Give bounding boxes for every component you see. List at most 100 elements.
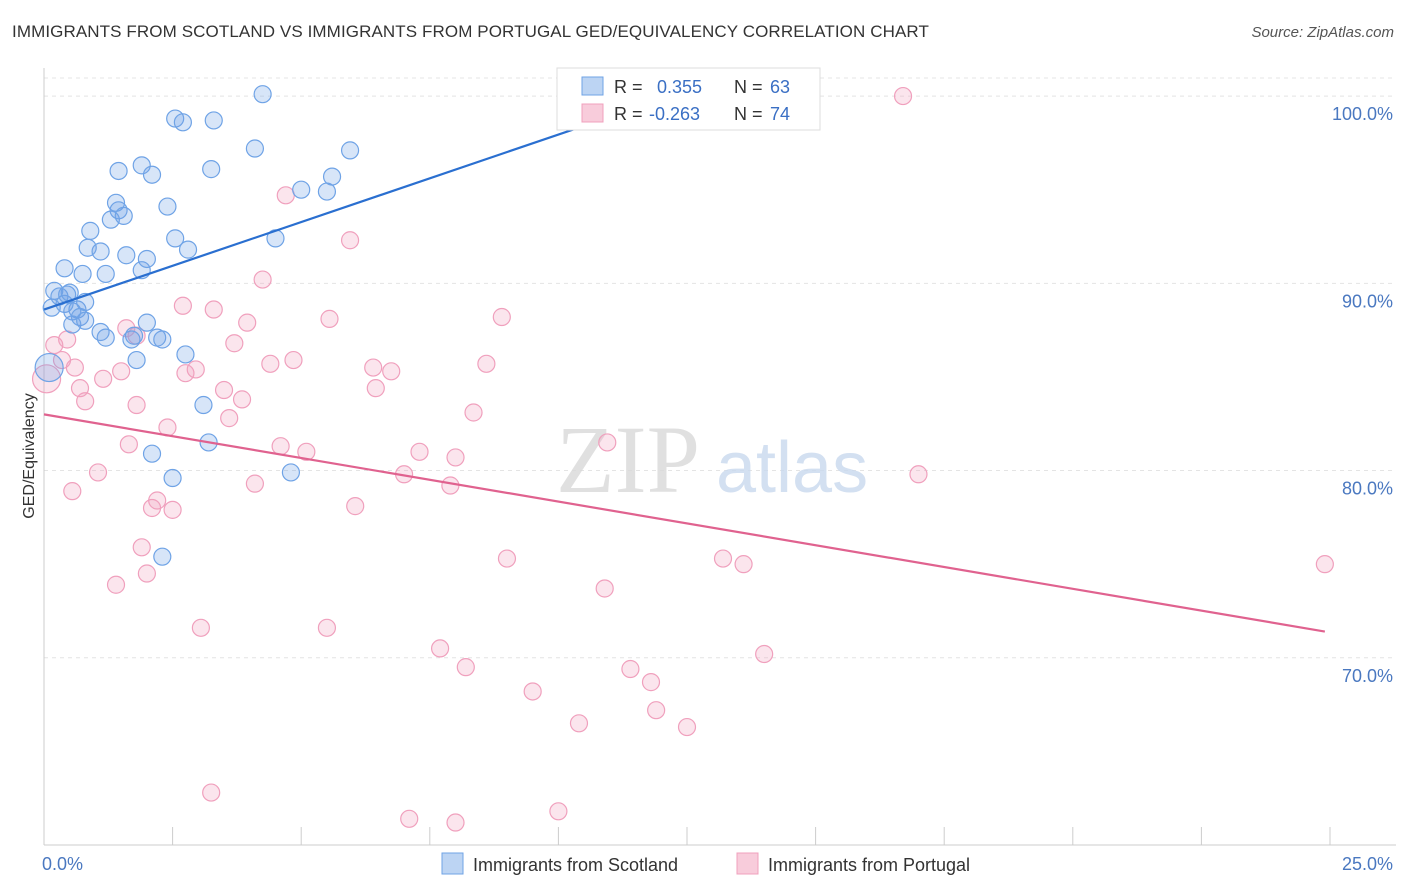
scotland-point-51	[253, 85, 272, 104]
scotland-point-33	[137, 249, 156, 269]
watermark-atlas: atlas	[716, 428, 868, 508]
portugal-point-55	[464, 403, 483, 422]
portugal-point-73	[909, 465, 928, 484]
scotland-point-0	[34, 352, 64, 383]
portugal-point-52	[446, 448, 465, 467]
portugal-point-4	[63, 482, 82, 501]
portugal-point-17	[137, 564, 156, 583]
portugal-point-63	[598, 433, 617, 452]
portugal-point-60	[549, 802, 568, 821]
legend-n-portugal: 74	[770, 104, 790, 124]
scotland-point-20	[96, 328, 115, 347]
portugal-point-72	[893, 86, 913, 106]
portugal-point-62	[595, 579, 614, 598]
y-tick-label-2: 80.0%	[1342, 479, 1393, 499]
portugal-point-13	[119, 435, 138, 454]
portugal-point-22	[173, 296, 192, 315]
legend-box: R = 0.355 N = 63 R = -0.263 N = 74	[556, 67, 821, 131]
portugal-point-8	[88, 463, 108, 482]
portugal-trend-line	[43, 413, 1326, 633]
scotland-point-46	[194, 395, 213, 415]
scotland-point-38	[153, 330, 172, 349]
scotland-point-45	[178, 240, 198, 259]
bottom-legend-swatch-portugal	[736, 852, 759, 875]
portugal-point-61	[569, 714, 589, 733]
y-axis-label: GED/Equivalency	[21, 393, 38, 518]
portugal-point-0	[31, 364, 62, 394]
portugal-point-57	[492, 307, 511, 327]
scotland-point-12	[73, 264, 92, 284]
bottom-legend: Immigrants from Scotland Immigrants from…	[441, 852, 970, 875]
scotland-point-43	[173, 113, 192, 132]
chart-title: IMMIGRANTS FROM SCOTLAND VS IMMIGRANTS F…	[12, 22, 929, 41]
portugal-point-10	[106, 575, 126, 594]
x-tick-label-1: 25.0%	[1342, 854, 1393, 874]
scotland-point-6	[58, 285, 77, 304]
scotland-point-50	[245, 139, 265, 158]
legend-n-scotland: 63	[770, 77, 790, 97]
watermark-zip: ZIP	[556, 406, 700, 513]
bottom-legend-label-portugal: Immigrants from Portugal	[768, 855, 970, 875]
portugal-point-59	[523, 682, 542, 701]
portugal-point-30	[225, 334, 244, 353]
scotland-point-53	[281, 463, 301, 482]
scotland-trend-line	[43, 95, 672, 311]
y-tick-labels: 100.0% 90.0% 80.0% 70.0%	[1332, 104, 1393, 686]
portugal-point-38	[284, 350, 303, 370]
svg-text:N =: N =	[734, 104, 763, 124]
svg-text:N =: N =	[734, 77, 763, 97]
scotland-point-54	[292, 180, 311, 199]
scotland-point-57	[340, 141, 360, 160]
legend-swatch-scotland	[581, 76, 604, 96]
portugal-point-15	[127, 395, 146, 415]
portugal-point-71	[755, 644, 774, 664]
portugal-point-43	[346, 497, 365, 516]
portugal-point-51	[441, 476, 460, 495]
legend-r-scotland: 0.355	[657, 77, 702, 97]
portugal-point-16	[132, 538, 151, 557]
scotland-point-34	[142, 165, 162, 184]
portugal-point-37	[276, 186, 295, 205]
scotland-point-16	[81, 221, 100, 240]
scotland-point-25	[114, 206, 133, 226]
portugal-point-49	[410, 442, 429, 461]
bottom-legend-swatch-scotland	[441, 852, 464, 875]
svg-text:R =: R =	[614, 77, 643, 97]
scotland-point-32	[137, 313, 156, 332]
portugal-point-32	[238, 313, 257, 332]
portugal-point-56	[477, 354, 496, 373]
portugal-point-66	[647, 701, 666, 720]
portugal-point-5	[65, 358, 84, 377]
portugal-point-7	[76, 392, 95, 411]
scotland-point-19	[96, 264, 115, 284]
portugal-point-23	[176, 364, 195, 383]
portugal-point-26	[202, 783, 221, 802]
scotland-point-5	[55, 259, 74, 278]
portugal-point-27	[204, 300, 223, 319]
portugal-point-28	[214, 380, 234, 400]
portugal-point-19	[148, 491, 167, 510]
portugal-point-58	[497, 549, 517, 568]
portugal-point-64	[621, 659, 640, 679]
scotland-point-28	[124, 326, 144, 345]
y-tick-label-1: 90.0%	[1342, 291, 1393, 311]
trend-lines	[43, 95, 1326, 633]
portugal-point-24	[186, 360, 205, 379]
scotland-point-49	[204, 111, 223, 130]
scotland-point-56	[322, 167, 342, 186]
portugal-point-53	[446, 813, 465, 832]
portugal-point-9	[94, 369, 113, 388]
portugal-point-39	[297, 442, 316, 461]
portugal-point-36	[271, 437, 290, 456]
portugal-point-65	[641, 673, 661, 692]
scotland-point-24	[109, 201, 128, 220]
x-tick-labels: 0.0% 25.0%	[42, 854, 1393, 874]
portugal-point-35	[261, 354, 280, 373]
chart-source: Source: ZipAtlas.com	[1251, 24, 1394, 41]
svg-text:R =: R =	[614, 104, 643, 124]
scotland-point-37	[153, 547, 172, 566]
portugal-point-54	[456, 658, 475, 677]
portugal-point-41	[320, 309, 339, 328]
portugal-point-31	[232, 390, 252, 409]
